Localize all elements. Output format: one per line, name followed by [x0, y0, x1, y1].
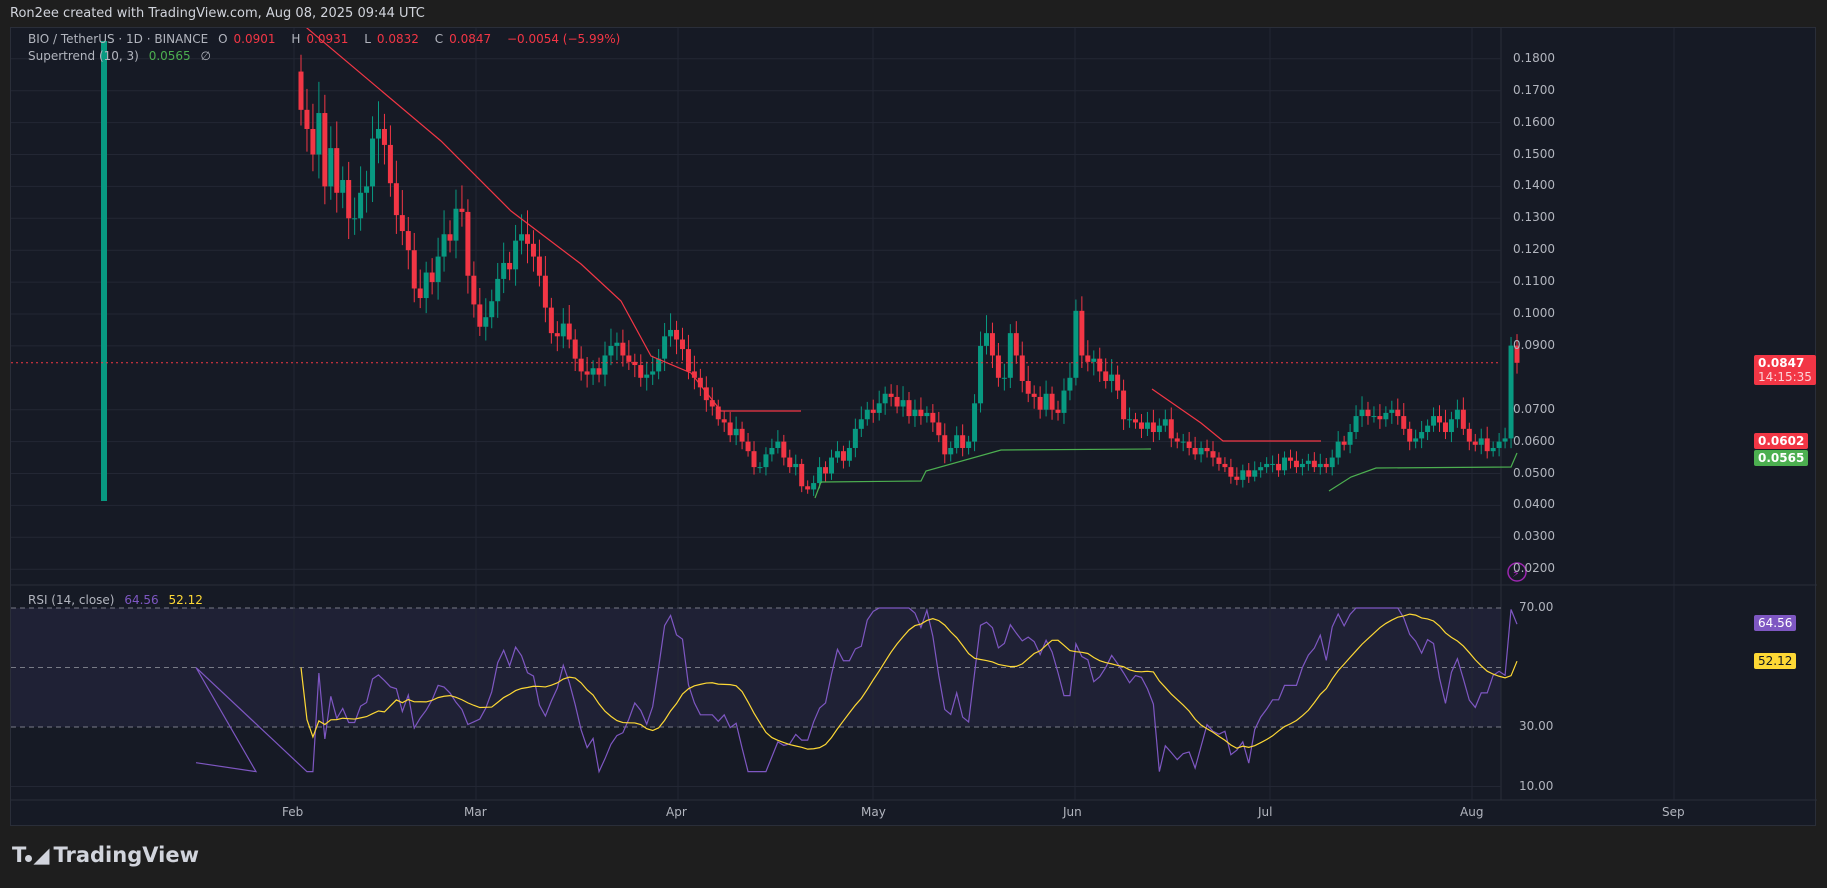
rsi-ma-tag: 52.12	[1754, 653, 1797, 669]
last-price-tag: 0.0847 14:15:35	[1754, 355, 1816, 385]
svg-text:⚡: ⚡	[1512, 567, 1520, 580]
chart-canvas[interactable]: ⚡	[11, 28, 1817, 827]
price-tick: 0.1600	[1513, 114, 1555, 129]
time-tick: Jun	[1063, 805, 1082, 819]
low-value: 0.0832	[376, 32, 419, 46]
price-tick: 0.1700	[1513, 82, 1555, 97]
rsi-tick: 70.00	[1519, 600, 1554, 614]
time-tick: Jul	[1258, 805, 1273, 819]
chart-caption: Ron2ee created with TradingView.com, Aug…	[10, 6, 425, 21]
time-tick: May	[861, 805, 886, 819]
time-tick: Sep	[1662, 805, 1685, 819]
symbol-label[interactable]: BIO / TetherUS · 1D · BINANCE	[28, 32, 209, 46]
price-tick: 0.1400	[1513, 178, 1555, 193]
price-tick: 0.1000	[1513, 306, 1555, 320]
hidden-icon: ∅	[200, 49, 211, 63]
time-tick: Aug	[1460, 805, 1484, 819]
tradingview-logo[interactable]: T ◢ TradingView	[12, 843, 199, 867]
rsi-ma-value: 52.12	[168, 593, 203, 607]
time-tick: Feb	[282, 805, 304, 819]
high-value: 0.0931	[306, 32, 349, 46]
close-value: 0.0847	[449, 32, 492, 46]
price-tick: 0.0500	[1513, 465, 1555, 480]
price-tick: 0.0400	[1513, 497, 1555, 512]
lightning-icon	[1507, 562, 1527, 582]
price-tick: 0.1800	[1513, 50, 1555, 65]
supertrend-value: 0.0565	[148, 49, 191, 63]
chart-area[interactable]: ⚡ BIO / TetherUS · 1D · BINANCE O 0.0901 …	[10, 27, 1817, 827]
rsi-tick: 30.00	[1519, 719, 1554, 733]
supertrend-up-tag: 0.0602	[1754, 433, 1809, 449]
open-value: 0.0901	[233, 32, 276, 46]
price-tick: 0.1300	[1513, 210, 1555, 225]
price-tick: 0.0600	[1513, 433, 1555, 448]
price-tick: 0.1200	[1513, 242, 1555, 257]
rsi-value: 64.56	[124, 593, 159, 607]
price-tick: 0.0900	[1513, 337, 1555, 352]
rsi-legend[interactable]: RSI (14, close) 64.56 52.12	[28, 593, 203, 607]
change-value: −0.0054 (−5.99%)	[506, 32, 621, 46]
supertrend-down-tag: 0.0565	[1754, 450, 1809, 466]
price-tick: 0.1100	[1513, 274, 1555, 289]
rsi-tick: 10.00	[1519, 778, 1554, 793]
price-tick: 0.0300	[1513, 529, 1555, 544]
price-tick: 0.0700	[1513, 401, 1555, 416]
rsi-tag: 64.56	[1754, 615, 1797, 631]
supertrend-legend[interactable]: Supertrend (10, 3) 0.0565 ∅	[28, 49, 211, 63]
time-tick: Apr	[666, 805, 687, 819]
price-tick: 0.1500	[1513, 146, 1555, 161]
tradingview-logo-icon: T ◢	[12, 843, 50, 867]
time-tick: Mar	[464, 805, 487, 819]
price-tick: 0.0200	[1513, 561, 1555, 576]
